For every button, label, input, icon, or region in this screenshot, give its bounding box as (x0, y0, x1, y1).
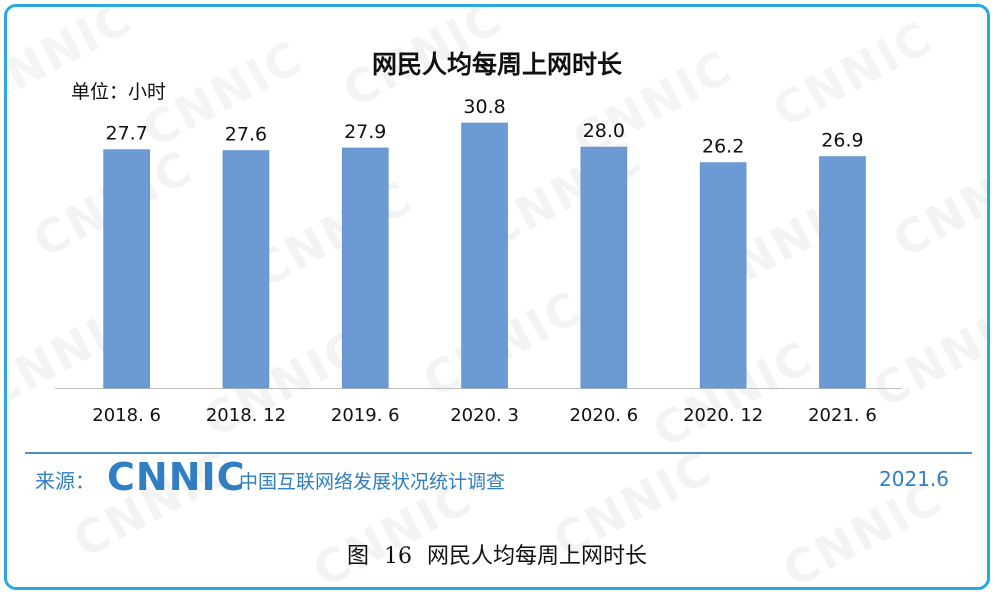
bar-3 (461, 122, 508, 389)
bar-5 (699, 162, 747, 389)
bar-2 (341, 147, 389, 389)
survey-name: 中国互联网络发展状况统计调查 (239, 471, 506, 493)
bar-1 (222, 150, 270, 389)
bar-4 (580, 146, 628, 389)
data-label-2: 27.9 (344, 121, 386, 143)
bar-chart: 27.7 2018. 6 27.6 2018. 12 27.9 2019. 6 30.8 20… (55, 96, 902, 426)
x-tick-label-2: 2019. 6 (331, 405, 400, 426)
unit-label: 单位：小时 (71, 81, 167, 103)
x-tick-label-1: 2018. 12 (206, 405, 286, 426)
figure-caption: 图 16 网民人均每周上网时长 (347, 544, 647, 569)
data-label-1: 27.6 (225, 124, 267, 146)
data-label-6: 26.9 (821, 130, 863, 152)
x-tick-label-3: 2020. 3 (450, 405, 519, 426)
source-label: 来源： (35, 469, 95, 493)
footer-date: 2021.6 (879, 467, 949, 491)
bar-0 (103, 149, 150, 389)
footer-divider (25, 452, 972, 454)
data-label-3: 30.8 (463, 96, 505, 118)
cnnic-logo: CNNIC (107, 455, 246, 499)
figure-frame: CNNICCNNICCNNICCNNICCNNICCNNICCNNICCNNIC… (4, 4, 990, 590)
data-label-0: 27.7 (105, 123, 147, 145)
x-tick-label-4: 2020. 6 (569, 405, 638, 426)
data-label-5: 26.2 (702, 136, 744, 158)
data-label-4: 28.0 (583, 120, 625, 142)
chart-title: 网民人均每周上网时长 (371, 50, 622, 79)
x-tick-label-5: 2020. 12 (683, 405, 763, 426)
x-tick-label-0: 2018. 6 (92, 405, 161, 426)
x-tick-label-6: 2021. 6 (808, 405, 877, 426)
bar-6 (819, 156, 866, 389)
